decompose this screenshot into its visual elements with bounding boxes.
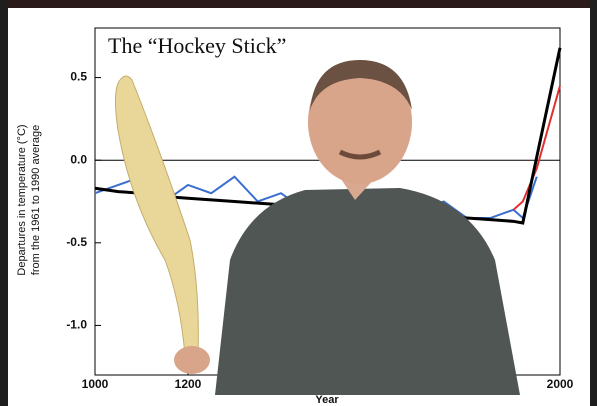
y-tick-label: -0.5 [66, 235, 87, 249]
y-tick-label: -1.0 [66, 318, 87, 332]
y-tick-label: 0.0 [70, 152, 87, 166]
x-tick-label: 1200 [175, 377, 202, 391]
top-border [0, 0, 597, 8]
chart-title: The “Hockey Stick” [108, 33, 286, 58]
y-axis-label: from the 1961 to 1990 average [30, 125, 42, 275]
x-tick-label: 2000 [547, 377, 574, 391]
hand [174, 346, 210, 374]
chart: 0.50.0-0.5-1.0100012001400160018002000 T… [0, 0, 597, 406]
page: {"chart_data": { "type": "line", "title"… [0, 0, 597, 406]
y-axis-label: Departures in temperature (°C) [16, 124, 28, 275]
left-border [0, 0, 8, 406]
x-axis-label: Year [315, 394, 339, 406]
y-tick-label: 0.5 [70, 70, 87, 84]
x-tick-label: 1000 [82, 377, 109, 391]
right-border [590, 0, 597, 406]
